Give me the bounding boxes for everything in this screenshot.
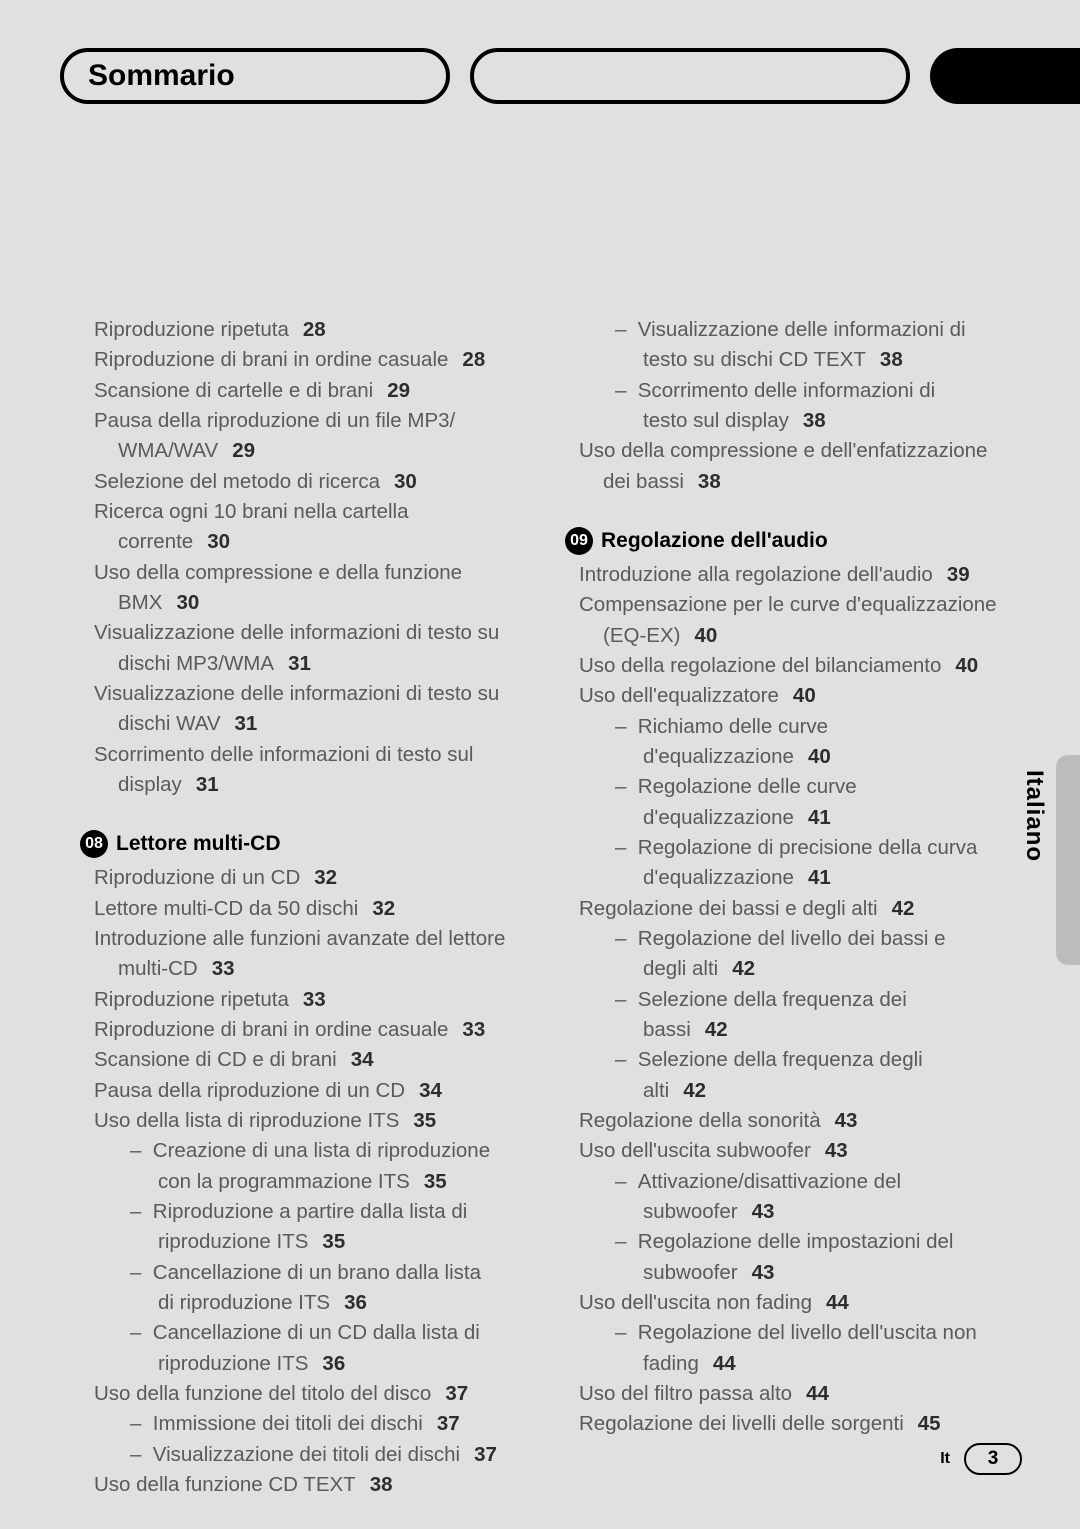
toc-sub-entry: – Cancellazione di un brano dalla listad… bbox=[80, 1258, 535, 1319]
black-capsule bbox=[930, 48, 1080, 104]
toc-entry: Uso dell'uscita subwoofer43 bbox=[565, 1136, 1020, 1166]
toc-sub-entry: – Attivazione/disattivazione delsubwoofe… bbox=[565, 1167, 1020, 1228]
footer-lang: It bbox=[940, 1450, 950, 1468]
toc-sub-entry: – Visualizzazione dei titoli dei dischi3… bbox=[80, 1440, 535, 1470]
toc-sub-entry: – Immissione dei titoli dei dischi37 bbox=[80, 1409, 535, 1439]
toc-entry: Uso della regolazione del bilanciamento4… bbox=[565, 651, 1020, 681]
toc-entry: Uso della compressione e della funzioneB… bbox=[80, 558, 535, 619]
side-tab bbox=[1056, 755, 1080, 965]
right-column: – Visualizzazione delle informazioni dit… bbox=[565, 315, 1020, 1500]
toc-sub-entry: – Selezione della frequenza deibassi42 bbox=[565, 985, 1020, 1046]
toc-sub-entry: – Regolazione del livello dei bassi edeg… bbox=[565, 924, 1020, 985]
toc-entry: Introduzione alle funzioni avanzate del … bbox=[80, 924, 535, 985]
empty-capsule bbox=[470, 48, 910, 104]
toc-sub-entry: – Riproduzione a partire dalla lista dir… bbox=[80, 1197, 535, 1258]
title-capsule: Sommario bbox=[60, 48, 450, 104]
toc-entry: Lettore multi-CD da 50 dischi32 bbox=[80, 894, 535, 924]
toc-entry: Uso dell'uscita non fading44 bbox=[565, 1288, 1020, 1318]
toc-entry: Riproduzione ripetuta28 bbox=[80, 315, 535, 345]
toc-entry: Scansione di CD e di brani34 bbox=[80, 1045, 535, 1075]
toc-sub-entry: – Regolazione di precisione della curvad… bbox=[565, 833, 1020, 894]
side-language-label: Italiano bbox=[1020, 770, 1048, 862]
toc-entry: Regolazione dei livelli delle sorgenti45 bbox=[565, 1409, 1020, 1439]
toc-sub-entry: – Richiamo delle curved'equalizzazione40 bbox=[565, 712, 1020, 773]
page-title: Sommario bbox=[88, 59, 235, 93]
section-title: Lettore multi-CD bbox=[116, 828, 281, 859]
section-number-icon: 08 bbox=[80, 830, 108, 858]
toc-entry: Visualizzazione delle informazioni di te… bbox=[80, 679, 535, 740]
section-number-icon: 09 bbox=[565, 527, 593, 555]
toc-entry: Uso del filtro passa alto44 bbox=[565, 1379, 1020, 1409]
toc-entry: Uso della funzione CD TEXT38 bbox=[80, 1470, 535, 1500]
toc-sub-entry: – Selezione della frequenza deglialti42 bbox=[565, 1045, 1020, 1106]
page-number-oval: 3 bbox=[964, 1443, 1022, 1475]
toc-sub-entry: – Cancellazione di un CD dalla lista dir… bbox=[80, 1318, 535, 1379]
toc-sub-entry: – Creazione di una lista di riproduzione… bbox=[80, 1136, 535, 1197]
toc-entry: Scansione di cartelle e di brani29 bbox=[80, 376, 535, 406]
toc-entry: Compensazione per le curve d'equalizzazi… bbox=[565, 590, 1020, 651]
toc-sub-entry: – Regolazione delle impostazioni delsubw… bbox=[565, 1227, 1020, 1288]
toc-entry: Regolazione della sonorità43 bbox=[565, 1106, 1020, 1136]
toc-content: Riproduzione ripetuta28Riproduzione di b… bbox=[80, 315, 1020, 1500]
toc-sub-entry: – Visualizzazione delle informazioni dit… bbox=[565, 315, 1020, 376]
toc-entry: Scorrimento delle informazioni di testo … bbox=[80, 740, 535, 801]
toc-entry: Pausa della riproduzione di un file MP3/… bbox=[80, 406, 535, 467]
toc-sub-entry: – Scorrimento delle informazioni ditesto… bbox=[565, 376, 1020, 437]
toc-entry: Riproduzione di brani in ordine casuale3… bbox=[80, 1015, 535, 1045]
toc-entry: Uso della compressione e dell'enfatizzaz… bbox=[565, 436, 1020, 497]
section-title: Regolazione dell'audio bbox=[601, 525, 828, 556]
header-area: Sommario bbox=[60, 48, 1080, 104]
page-number: 3 bbox=[988, 1448, 999, 1470]
toc-entry: Pausa della riproduzione di un CD34 bbox=[80, 1076, 535, 1106]
toc-entry: Ricerca ogni 10 brani nella cartellacorr… bbox=[80, 497, 535, 558]
toc-sub-entry: – Regolazione del livello dell'uscita no… bbox=[565, 1318, 1020, 1379]
toc-sub-entry: – Regolazione delle curved'equalizzazion… bbox=[565, 772, 1020, 833]
toc-entry: Uso della lista di riproduzione ITS35 bbox=[80, 1106, 535, 1136]
section-heading: 08 Lettore multi-CD bbox=[80, 828, 535, 859]
toc-entry: Riproduzione di un CD32 bbox=[80, 863, 535, 893]
toc-entry: Uso dell'equalizzatore40 bbox=[565, 681, 1020, 711]
toc-entry: Riproduzione di brani in ordine casuale2… bbox=[80, 345, 535, 375]
footer: It 3 bbox=[940, 1443, 1022, 1475]
left-column: Riproduzione ripetuta28Riproduzione di b… bbox=[80, 315, 535, 1500]
toc-entry: Riproduzione ripetuta33 bbox=[80, 985, 535, 1015]
toc-entry: Regolazione dei bassi e degli alti42 bbox=[565, 894, 1020, 924]
toc-entry: Introduzione alla regolazione dell'audio… bbox=[565, 560, 1020, 590]
toc-entry: Selezione del metodo di ricerca30 bbox=[80, 467, 535, 497]
toc-entry: Visualizzazione delle informazioni di te… bbox=[80, 618, 535, 679]
toc-entry: Uso della funzione del titolo del disco3… bbox=[80, 1379, 535, 1409]
section-heading: 09 Regolazione dell'audio bbox=[565, 525, 1020, 556]
